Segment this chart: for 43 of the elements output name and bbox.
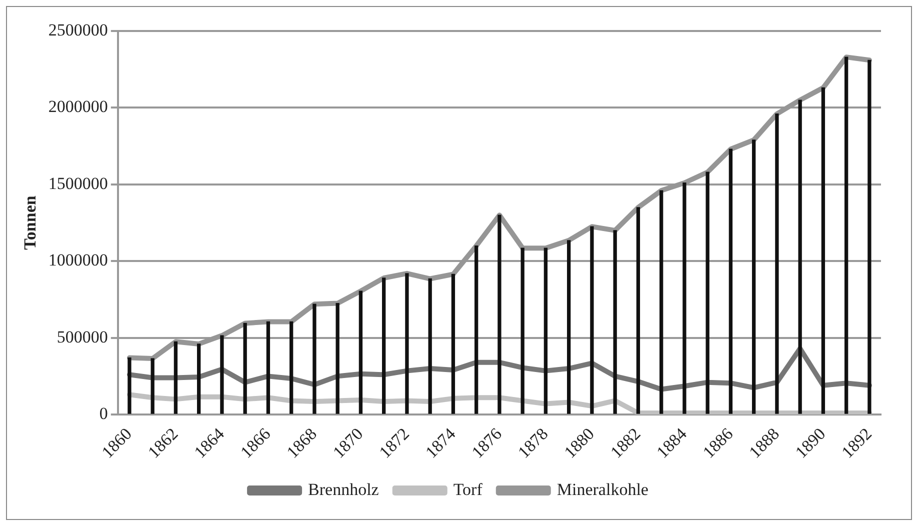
bar [844, 56, 848, 414]
y-tick-label: 1500000 [48, 174, 108, 193]
legend-label: Mineralkohle [556, 480, 648, 499]
y-tick-label: 1000000 [48, 250, 108, 270]
bar [358, 290, 363, 414]
bar [290, 321, 294, 414]
bar [474, 245, 478, 414]
bar [798, 100, 802, 414]
legend-label: Torf [453, 480, 483, 499]
bar [174, 341, 178, 414]
bar [613, 230, 617, 414]
bar [544, 248, 548, 414]
bar [868, 60, 872, 414]
bar [566, 240, 571, 414]
bar [451, 274, 456, 414]
bar [706, 172, 710, 414]
bar [659, 190, 664, 414]
bar [220, 335, 224, 414]
bar [266, 321, 270, 414]
bar [636, 207, 640, 414]
bar [428, 278, 432, 414]
y-tick-label: 500000 [56, 327, 108, 346]
bar [150, 358, 154, 414]
bar [382, 278, 386, 414]
bar [405, 273, 409, 414]
bar [752, 140, 756, 414]
y-tick-label: 2000000 [48, 97, 108, 116]
bar [821, 87, 826, 414]
legend-label: Brennholz [308, 480, 380, 499]
bar [128, 357, 132, 414]
bar [728, 148, 733, 414]
y-tick-label: 2500000 [48, 20, 108, 40]
bar [498, 214, 502, 414]
bar [197, 344, 201, 414]
bar [775, 114, 779, 414]
bar [312, 304, 316, 414]
bar [243, 322, 247, 414]
y-tick-label: 0 [99, 404, 108, 423]
y-axis-title: Tonnen [20, 195, 40, 250]
bar [590, 226, 594, 414]
bar [336, 302, 340, 414]
bar [682, 182, 686, 414]
bar [520, 248, 524, 414]
